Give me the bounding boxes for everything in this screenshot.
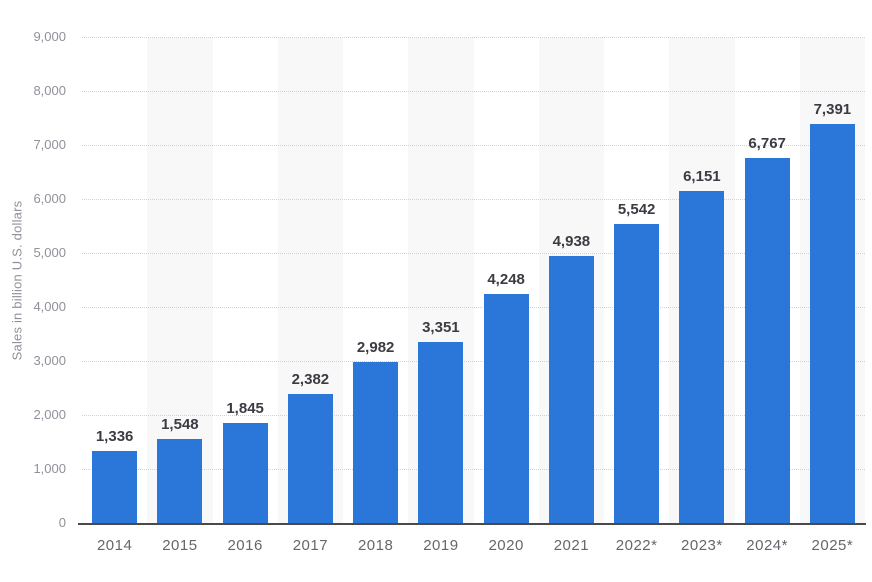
bar-2021[interactable] bbox=[548, 256, 594, 523]
x-tick-label: 2018 bbox=[357, 537, 394, 554]
gridline bbox=[82, 37, 865, 38]
bar-2025*[interactable] bbox=[809, 123, 855, 523]
y-tick-label: 4,000 bbox=[33, 299, 66, 314]
value-label: 4,248 bbox=[487, 270, 525, 288]
x-tick-label: 2021 bbox=[553, 537, 590, 554]
x-tick-label: 2020 bbox=[488, 537, 524, 554]
y-tick-label: 7,000 bbox=[33, 137, 66, 152]
bar-2014[interactable] bbox=[92, 450, 138, 523]
gridline bbox=[82, 91, 865, 92]
bar-2015[interactable] bbox=[157, 439, 203, 523]
y-tick-label: 6,000 bbox=[33, 191, 66, 206]
gridline bbox=[82, 361, 865, 362]
y-tick-label: 9,000 bbox=[33, 29, 66, 44]
x-axis-line bbox=[78, 523, 866, 525]
x-tick-label: 2016 bbox=[227, 537, 263, 554]
bar-2016[interactable] bbox=[222, 423, 268, 523]
y-tick-label: 0 bbox=[58, 515, 66, 530]
x-tick-label: 2014 bbox=[96, 537, 133, 554]
x-tick-label: 2024* bbox=[746, 537, 788, 554]
bar-2023*[interactable] bbox=[679, 190, 725, 523]
bar-2022*[interactable] bbox=[614, 223, 660, 523]
value-label: 1,845 bbox=[226, 400, 264, 418]
value-label: 2,382 bbox=[291, 371, 330, 389]
x-tick-label: 2023* bbox=[681, 537, 723, 554]
y-tick-label: 5,000 bbox=[33, 245, 66, 260]
bar-2017[interactable] bbox=[287, 394, 333, 523]
bar-2024*[interactable] bbox=[744, 157, 790, 523]
value-label: 7,391 bbox=[813, 100, 852, 118]
x-tick-label: 2022* bbox=[615, 537, 658, 554]
x-tick-label: 2019 bbox=[423, 537, 459, 554]
gridline bbox=[82, 145, 865, 146]
gridline bbox=[82, 199, 865, 200]
gridline bbox=[82, 469, 865, 470]
value-label: 6,151 bbox=[683, 167, 721, 185]
value-label: 4,938 bbox=[552, 233, 591, 251]
value-label: 3,351 bbox=[422, 319, 460, 337]
value-label: 1,336 bbox=[95, 427, 134, 445]
value-label: 5,542 bbox=[617, 200, 656, 218]
gridline bbox=[82, 415, 865, 416]
value-label: 6,767 bbox=[748, 134, 786, 152]
y-tick-label: 3,000 bbox=[33, 353, 66, 368]
x-tick-label: 2017 bbox=[292, 537, 329, 554]
y-tick-label: 8,000 bbox=[33, 83, 66, 98]
value-label: 2,982 bbox=[356, 338, 395, 356]
bar-2020[interactable] bbox=[483, 293, 529, 523]
y-axis-title: Sales in billion U.S. dollars bbox=[9, 200, 25, 361]
bar-2019[interactable] bbox=[418, 342, 464, 523]
gridline bbox=[82, 253, 865, 254]
gridline bbox=[82, 307, 865, 308]
plot-area: 1,336 1,548 1,845 2,382 2,982 3,351 4,248 4,938… bbox=[82, 37, 865, 523]
y-tick-label: 1,000 bbox=[33, 461, 66, 476]
x-tick-label: 2015 bbox=[162, 537, 198, 554]
bar-2018[interactable] bbox=[353, 361, 399, 523]
value-label: 1,548 bbox=[161, 416, 199, 434]
y-tick-label: 2,000 bbox=[33, 407, 66, 422]
x-tick-label: 2025* bbox=[811, 537, 854, 554]
